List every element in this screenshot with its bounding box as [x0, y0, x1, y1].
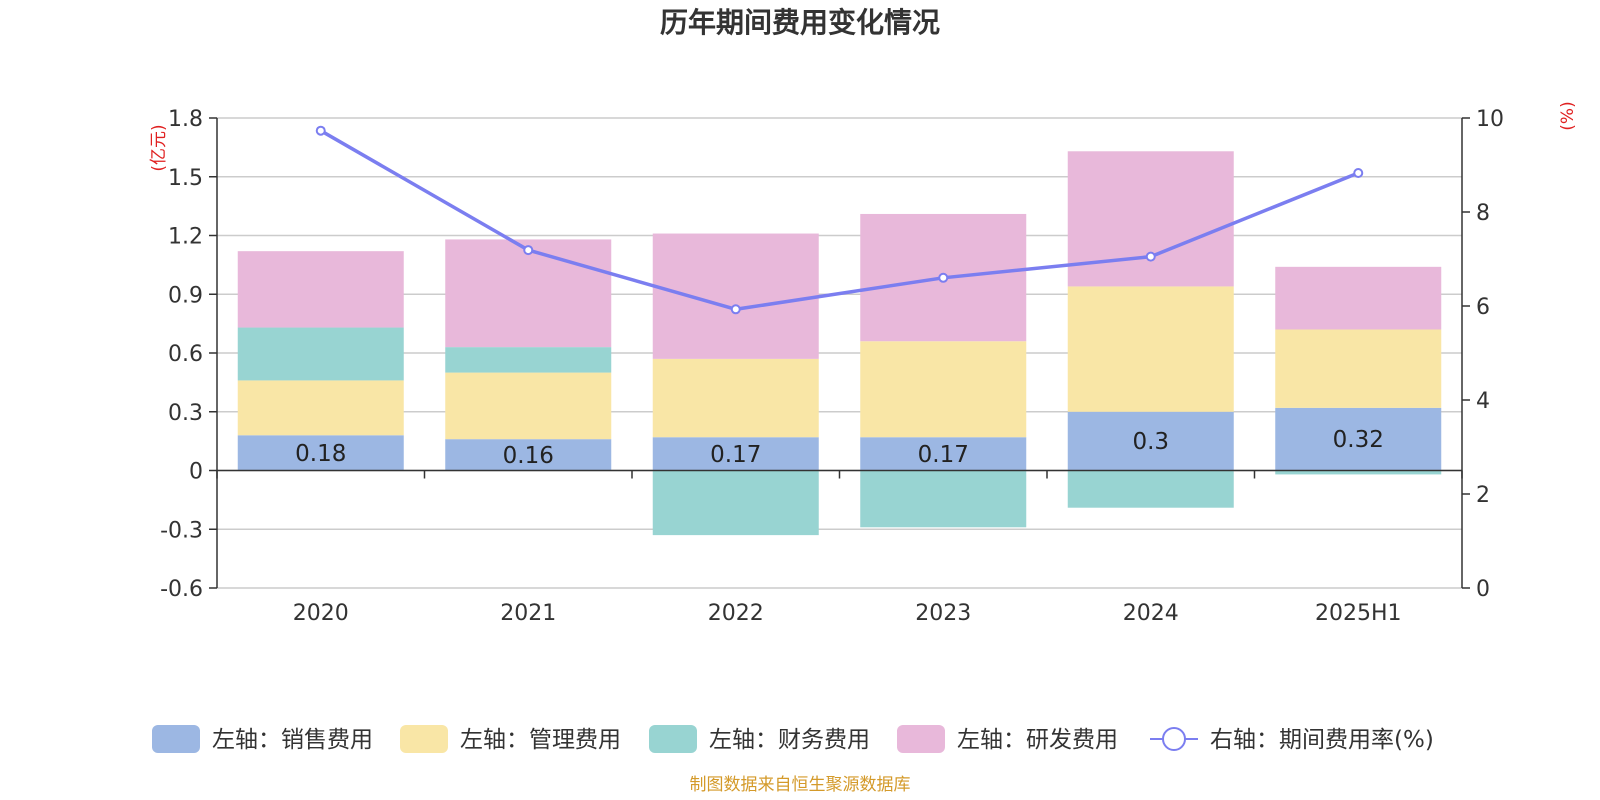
- legend-item[interactable]: 左轴：财务费用: [649, 725, 870, 753]
- bar-segment[interactable]: [652, 470, 819, 536]
- x-tick-label: 2020: [293, 601, 349, 626]
- bars: [237, 151, 1442, 536]
- left-tick-label: -0.3: [160, 518, 203, 543]
- left-tick-label: 0.3: [168, 401, 203, 426]
- bar-segment[interactable]: [237, 327, 404, 381]
- bar-segment[interactable]: [652, 358, 819, 438]
- x-tick-label: 2025H1: [1315, 601, 1402, 626]
- bar-value-label: 0.17: [918, 442, 969, 468]
- bar-segment[interactable]: [1067, 470, 1234, 508]
- right-tick-label: 10: [1476, 107, 1504, 132]
- legend-swatch: [897, 725, 945, 753]
- bar-value-label: 0.32: [1333, 427, 1384, 453]
- bar-value-label: 0.17: [710, 442, 761, 468]
- right-tick-label: 6: [1476, 295, 1490, 320]
- legend-item[interactable]: 左轴：销售费用: [152, 725, 373, 753]
- left-axis-unit: (亿元): [149, 124, 169, 171]
- legend-marker: [1162, 727, 1186, 751]
- chart-title: 历年期间费用变化情况: [660, 6, 940, 39]
- left-tick-label: 0.6: [168, 342, 203, 367]
- rate-point[interactable]: [315, 125, 326, 136]
- rate-point[interactable]: [1145, 251, 1156, 262]
- rate-point[interactable]: [1353, 167, 1364, 178]
- bar-segment[interactable]: [1275, 407, 1442, 471]
- legend-label: 左轴：财务费用: [709, 727, 870, 753]
- source-note: 制图数据来自恒生聚源数据库: [690, 775, 911, 795]
- bar-segment[interactable]: [1067, 411, 1234, 471]
- bar-segment[interactable]: [445, 239, 612, 348]
- bar-segment[interactable]: [860, 437, 1027, 471]
- bar-segment[interactable]: [1275, 329, 1442, 408]
- left-tick-label: 0: [189, 460, 203, 485]
- right-axis-unit: (%): [1558, 101, 1578, 130]
- right-tick-label: 4: [1476, 389, 1490, 414]
- right-tick-label: 8: [1476, 201, 1490, 226]
- bar-segment[interactable]: [445, 372, 612, 440]
- bar-segment[interactable]: [237, 435, 404, 471]
- rate-point[interactable]: [730, 304, 741, 315]
- x-tick-label: 2022: [708, 601, 764, 626]
- bar-segment[interactable]: [445, 347, 612, 373]
- left-tick-label: 0.9: [168, 283, 203, 308]
- x-tick-label: 2021: [500, 601, 556, 626]
- rate-point[interactable]: [938, 272, 949, 283]
- bar-segment[interactable]: [1275, 266, 1442, 330]
- legend-swatch: [649, 725, 697, 753]
- legend[interactable]: 左轴：销售费用 左轴：管理费用 左轴：财务费用 左轴：研发费用 右轴：期间费用率(%): [152, 725, 1434, 753]
- left-tick-label: 1.2: [168, 225, 203, 250]
- right-tick-label: 0: [1476, 577, 1490, 602]
- legend-item[interactable]: 右轴：期间费用率(%): [1150, 727, 1434, 753]
- bar-segment[interactable]: [652, 437, 819, 471]
- legend-label: 左轴：销售费用: [212, 727, 373, 753]
- legend-label: 左轴：研发费用: [957, 727, 1118, 753]
- bar-value-label: 0.18: [295, 441, 346, 467]
- bar-segment[interactable]: [1067, 286, 1234, 412]
- bar-segment[interactable]: [237, 251, 404, 328]
- bar-labels: 0.18 0.16 0.17 0.17 0.3 0.32: [295, 427, 1384, 469]
- bar-segment[interactable]: [1275, 470, 1442, 475]
- bar-value-label: 0.16: [503, 443, 554, 469]
- bar-segment[interactable]: [652, 233, 819, 359]
- legend-label: 右轴：期间费用率(%): [1210, 727, 1434, 753]
- bar-value-label: 0.3: [1132, 429, 1169, 455]
- rate-point[interactable]: [523, 245, 534, 256]
- legend-label: 左轴：管理费用: [460, 727, 621, 753]
- legend-swatch: [152, 725, 200, 753]
- bar-segment[interactable]: [237, 380, 404, 436]
- left-tick-label: 1.5: [168, 166, 203, 191]
- legend-item[interactable]: 左轴：研发费用: [897, 725, 1118, 753]
- left-tick-label: 1.8: [168, 107, 203, 132]
- legend-swatch: [400, 725, 448, 753]
- bar-segment[interactable]: [860, 470, 1027, 528]
- bar-segment[interactable]: [860, 341, 1027, 438]
- rate-line: [315, 125, 1364, 315]
- legend-item[interactable]: 左轴：管理费用: [400, 725, 621, 753]
- bar-segment[interactable]: [445, 439, 612, 471]
- x-tick-label: 2024: [1123, 601, 1179, 626]
- left-tick-label: -0.6: [160, 577, 203, 602]
- right-tick-label: 2: [1476, 483, 1490, 508]
- rate-line-path: [319, 129, 1359, 312]
- bar-segment[interactable]: [1067, 151, 1234, 287]
- x-tick-label: 2023: [915, 601, 971, 626]
